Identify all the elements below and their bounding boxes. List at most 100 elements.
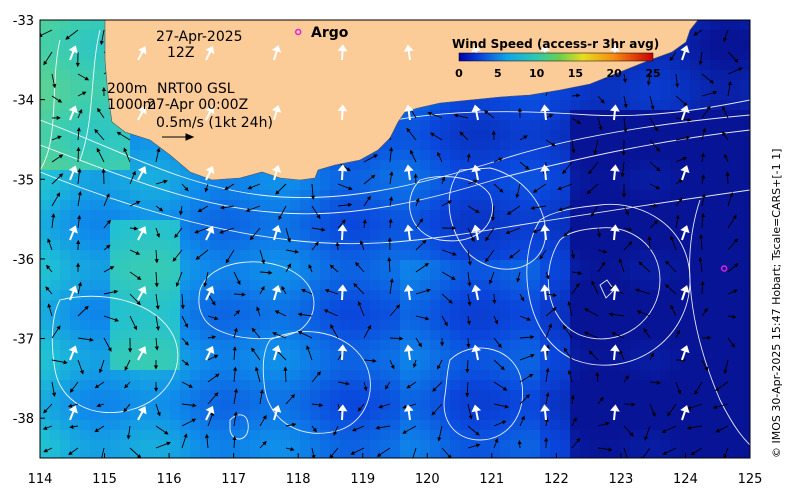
wind-cell	[590, 340, 601, 351]
wind-cell	[150, 360, 161, 371]
current-arrow	[76, 146, 81, 163]
wind-cell	[490, 260, 501, 271]
wind-cell	[660, 140, 671, 151]
wind-cell	[80, 230, 91, 241]
wind-cell	[160, 410, 171, 421]
wind-cell	[240, 210, 251, 221]
wind-cell	[250, 210, 261, 221]
current-arrow	[233, 411, 238, 427]
wind-cell	[710, 450, 721, 458]
current-arrow	[232, 435, 237, 449]
wind-cell	[300, 430, 311, 441]
wind-cell	[720, 160, 731, 171]
wind-cell	[660, 430, 671, 441]
wind-cell	[580, 340, 591, 351]
wind-cell	[540, 310, 551, 321]
wind-cell	[360, 360, 371, 371]
current-arrow	[65, 29, 79, 40]
wind-cell	[290, 270, 301, 281]
current-arrow	[378, 403, 391, 409]
wind-cell	[390, 210, 401, 221]
current-arrow	[153, 359, 159, 370]
wind-cell	[350, 200, 361, 211]
wind-cell	[460, 400, 471, 411]
current-arrow	[233, 327, 238, 339]
wind-cell	[530, 440, 541, 451]
wind-cell	[260, 340, 271, 351]
wind-cell	[490, 150, 501, 161]
current-arrow	[75, 262, 81, 273]
wind-cell	[630, 290, 641, 301]
current-arrow	[519, 293, 525, 302]
wind-cell	[570, 240, 581, 251]
wind-cell	[540, 440, 551, 451]
wind-cell	[680, 50, 691, 61]
current-arrow	[350, 447, 365, 455]
wind-cell	[740, 420, 750, 431]
wind-cell	[170, 160, 181, 171]
wind-arrow	[205, 405, 215, 421]
current-arrow	[103, 244, 111, 251]
current-arrow	[45, 286, 53, 295]
wind-cell	[200, 190, 211, 201]
current-arrow	[363, 381, 368, 392]
wind-cell	[420, 400, 431, 411]
wind-cell	[550, 240, 561, 251]
wind-cell	[480, 350, 491, 361]
wind-cell	[560, 420, 571, 431]
wind-cell	[620, 170, 631, 181]
wind-cell	[550, 210, 561, 221]
wind-cell	[710, 170, 721, 181]
wind-cell	[200, 390, 211, 401]
current-arrow	[722, 131, 729, 141]
current-arrow	[622, 73, 627, 84]
wind-cell	[530, 150, 541, 161]
wind-cell	[710, 430, 721, 441]
wind-cell	[350, 340, 361, 351]
wind-cell	[650, 280, 661, 291]
wind-cell	[450, 140, 461, 151]
wind-cell	[260, 280, 271, 291]
current-arrow	[351, 425, 365, 432]
wind-cell	[40, 230, 51, 241]
wind-cell	[340, 240, 351, 251]
wind-cell	[320, 380, 331, 391]
current-arrow	[311, 402, 324, 408]
wind-cell	[700, 220, 711, 231]
wind-cell	[280, 320, 291, 331]
current-arrow	[357, 403, 365, 412]
wind-cell	[660, 410, 671, 421]
current-arrow	[415, 337, 422, 348]
wind-cell	[560, 220, 571, 231]
wind-cell	[240, 270, 251, 281]
wind-cell	[660, 440, 671, 451]
wind-cell	[470, 320, 481, 331]
wind-cell	[250, 270, 261, 281]
wind-cell	[380, 210, 391, 221]
wind-cell	[330, 380, 341, 391]
wind-cell	[470, 420, 481, 431]
current-arrow	[402, 403, 417, 409]
wind-cell	[50, 200, 61, 211]
wind-cell	[210, 340, 221, 351]
wind-arrow	[680, 405, 690, 421]
current-arrow	[155, 293, 160, 310]
wind-cell	[440, 140, 451, 151]
current-arrow	[220, 205, 235, 210]
wind-cell	[280, 290, 291, 301]
wind-cell	[510, 380, 521, 391]
wind-cell	[330, 410, 341, 421]
wind-cell	[530, 160, 541, 171]
wind-cell	[70, 90, 81, 101]
current-arrow	[43, 51, 53, 66]
wind-cell	[480, 320, 491, 331]
wind-cell	[40, 170, 51, 181]
colorbar-tick-label: 20	[607, 67, 623, 80]
wind-cell	[140, 220, 151, 231]
wind-cell	[450, 400, 461, 411]
wind-cell	[720, 40, 731, 51]
wind-cell	[270, 320, 281, 331]
wind-cell	[570, 410, 581, 421]
wind-cell	[200, 330, 211, 341]
wind-cell	[650, 230, 661, 241]
